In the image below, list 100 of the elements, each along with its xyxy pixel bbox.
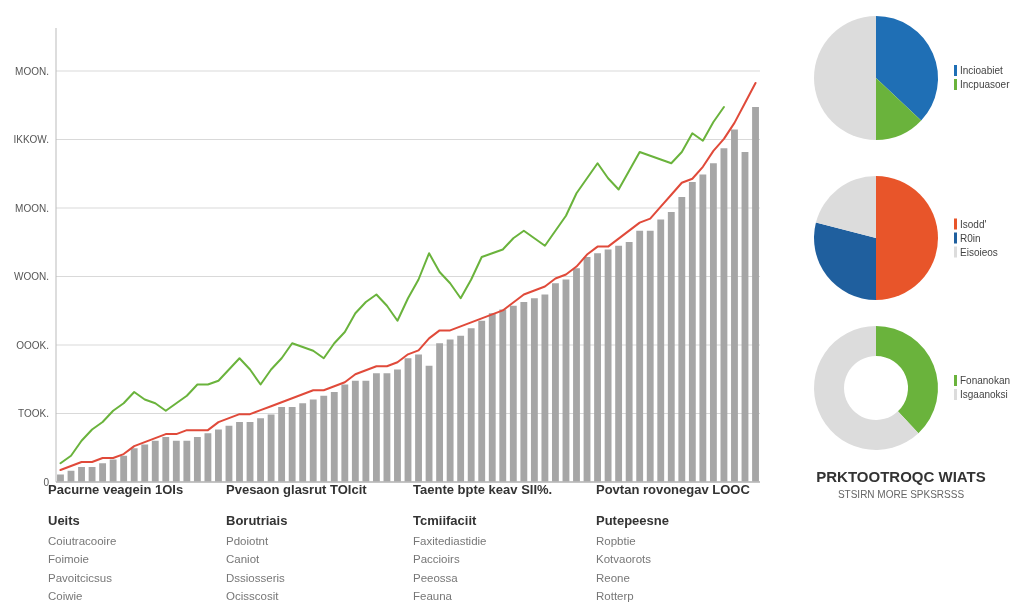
bar bbox=[267, 414, 275, 482]
bar bbox=[172, 440, 180, 482]
bar bbox=[162, 437, 170, 482]
bar bbox=[457, 335, 465, 482]
text: Pavoitcicsus bbox=[48, 571, 113, 584]
bar bbox=[688, 182, 696, 482]
text: Pdoiotnt bbox=[226, 534, 269, 547]
bar bbox=[636, 230, 644, 482]
text: Faxitediastidie bbox=[413, 534, 487, 547]
legend-label: Eisoieos bbox=[960, 246, 998, 258]
bar bbox=[278, 407, 286, 482]
pie-slice bbox=[814, 16, 876, 140]
bar bbox=[646, 230, 654, 482]
donut-slice bbox=[876, 326, 938, 434]
bar bbox=[288, 407, 296, 482]
legend-label: Isodd' bbox=[960, 218, 987, 230]
bar bbox=[215, 429, 222, 482]
annotation: Taente bpte keav SII%. bbox=[413, 482, 553, 497]
annotation: Pacurne veagein 1OIs bbox=[48, 482, 184, 497]
text: TOOK. bbox=[18, 408, 49, 419]
bar bbox=[236, 422, 243, 482]
bar bbox=[678, 197, 686, 482]
bar bbox=[193, 437, 201, 482]
text: Feauna bbox=[413, 590, 453, 602]
bar bbox=[667, 212, 675, 482]
bar bbox=[709, 163, 717, 482]
text: Dssiosseris bbox=[226, 571, 286, 584]
text: Ocisscosit bbox=[226, 590, 280, 602]
text: Borutriais bbox=[226, 513, 288, 528]
text: OOOK. bbox=[16, 339, 49, 351]
bar bbox=[657, 219, 665, 482]
bar bbox=[752, 107, 759, 482]
pie-slice bbox=[814, 222, 876, 300]
bar bbox=[183, 440, 191, 482]
bar bbox=[509, 305, 517, 482]
bar bbox=[488, 313, 496, 482]
legend-label: Fonanokan bbox=[960, 375, 1011, 386]
text: MOON. bbox=[15, 65, 49, 77]
bar bbox=[530, 298, 538, 482]
bar bbox=[541, 294, 549, 482]
pie-slice bbox=[876, 16, 938, 121]
bar bbox=[467, 328, 475, 482]
text: IKKOW. bbox=[13, 134, 49, 145]
bar bbox=[573, 268, 580, 482]
pie-slice bbox=[876, 176, 938, 300]
bar bbox=[309, 399, 317, 482]
bar bbox=[604, 249, 612, 482]
text: Peeossa bbox=[413, 571, 459, 584]
bar bbox=[151, 440, 159, 482]
text: PRKTOOTROQC WIATS bbox=[816, 468, 986, 485]
bar bbox=[594, 253, 601, 482]
bar bbox=[330, 392, 338, 482]
legend-label: R0in bbox=[960, 232, 981, 244]
bar bbox=[299, 403, 307, 482]
annotation: Pvesaon glasrut TOIcit bbox=[226, 482, 368, 497]
bar bbox=[120, 455, 128, 482]
text: Putepeesne bbox=[596, 513, 669, 528]
bar bbox=[130, 448, 138, 482]
bar bbox=[731, 129, 738, 482]
text: Caniot bbox=[226, 553, 261, 565]
pie-slice bbox=[815, 176, 876, 238]
text: Ropbtie bbox=[596, 534, 636, 547]
bar bbox=[78, 467, 85, 482]
bar bbox=[204, 433, 212, 482]
text: Coiutracooire bbox=[48, 534, 117, 547]
bar bbox=[394, 369, 401, 482]
legend-label: Incpuasoer bbox=[960, 79, 1011, 90]
bar bbox=[99, 463, 107, 482]
legend-label: Isgaanoksi bbox=[960, 389, 1008, 400]
bar bbox=[362, 380, 370, 482]
bar bbox=[320, 395, 328, 482]
bar bbox=[109, 459, 117, 482]
text: Paccioirs bbox=[413, 553, 460, 565]
bar bbox=[415, 354, 422, 482]
annotation: Povtan rovonegav LOOC bbox=[596, 482, 751, 497]
text: Coiwie bbox=[48, 590, 83, 602]
text: WOON. bbox=[14, 271, 49, 282]
bar bbox=[478, 320, 486, 482]
bar bbox=[699, 174, 707, 482]
bar bbox=[552, 283, 559, 482]
donut-slice bbox=[814, 326, 919, 450]
text: STSIRN MORE SPKSRSSS bbox=[837, 489, 965, 500]
bar bbox=[436, 343, 444, 482]
bar bbox=[351, 380, 359, 482]
bar bbox=[615, 245, 623, 482]
text: Ueits bbox=[48, 513, 80, 528]
text: Tcmiifaciit bbox=[413, 513, 477, 528]
text: Reone bbox=[596, 571, 630, 584]
bar bbox=[341, 384, 349, 482]
text: 0 bbox=[43, 476, 50, 488]
text: Kotvaorots bbox=[596, 553, 652, 565]
bar bbox=[520, 302, 528, 482]
bar bbox=[257, 418, 264, 482]
pie-slice bbox=[876, 78, 922, 140]
text: MOON. bbox=[15, 202, 49, 214]
legend-label: Incioabiet bbox=[960, 65, 1004, 76]
bar bbox=[625, 242, 633, 482]
bar bbox=[446, 339, 454, 482]
bar bbox=[372, 373, 380, 482]
text: Rotterp bbox=[596, 590, 634, 602]
